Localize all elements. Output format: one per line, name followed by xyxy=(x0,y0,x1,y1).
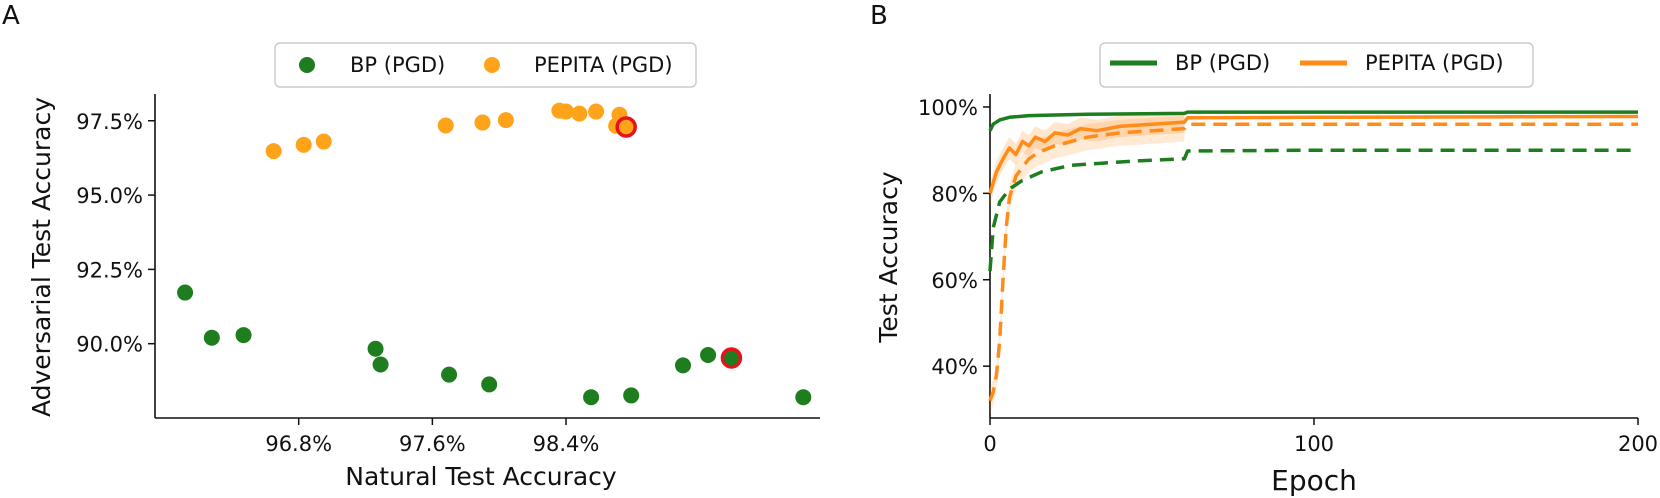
legend-b-label-bp: BP (PGD) xyxy=(1175,51,1270,75)
legend-b: BP (PGD) PEPITA (PGD) xyxy=(1099,42,1534,88)
pepita-point xyxy=(558,103,575,120)
legend-a-marker-pepita xyxy=(484,57,500,73)
bp-point xyxy=(583,389,600,406)
y-ticks-a: 90.0% 92.5% 95.0% 97.5% xyxy=(76,110,155,357)
y-tick-label-b: 80% xyxy=(931,182,978,206)
y-tick-label-a: 97.5% xyxy=(76,110,143,134)
y-tick-label-b: 60% xyxy=(931,269,978,293)
x-tick-label-b: 0 xyxy=(983,432,996,456)
pepita-point xyxy=(437,117,454,134)
pepita-natural-line xyxy=(988,114,1639,194)
bp-highlighted-point xyxy=(720,347,743,369)
panel-b: B BP (PGD) PEPITA (PGD) 0 100 200 40% 60% 80… xyxy=(870,1,1658,497)
legend-a-label-pepita: PEPITA (PGD) xyxy=(534,53,673,77)
x-ticks-a: 96.8% 97.6% 98.4% xyxy=(265,418,599,456)
axes-a xyxy=(154,94,820,419)
legend-a-marker-bp xyxy=(299,57,315,73)
legend-a: BP (PGD) PEPITA (PGD) xyxy=(274,42,697,88)
bp-point xyxy=(203,329,220,346)
pepita-adversarial-band xyxy=(990,115,1185,414)
pepita-point xyxy=(497,112,514,129)
pepita-point xyxy=(571,105,588,122)
pepita-highlighted-point xyxy=(615,116,637,138)
pepita-point xyxy=(474,114,491,131)
bands-b xyxy=(990,111,1185,414)
panel-a: A BP (PGD) PEPITA (PGD) 96.8% 97.6% 98.4% … xyxy=(2,1,820,491)
y-tick-label-a: 90.0% xyxy=(76,333,143,357)
legend-a-label-bp: BP (PGD) xyxy=(350,53,445,77)
pepita-point xyxy=(295,136,312,153)
pepita-point xyxy=(588,103,605,120)
bp-point xyxy=(700,346,717,363)
y-axis-label-a: Adversarial Test Accuracy xyxy=(27,97,56,417)
bp-adversarial-line xyxy=(988,148,1638,272)
x-tick-label-a: 96.8% xyxy=(265,432,332,456)
bp-point xyxy=(623,387,640,404)
pepita-natural-band xyxy=(990,111,1185,205)
lines-b xyxy=(988,110,1639,402)
bp-point xyxy=(177,284,194,301)
bp-point xyxy=(235,327,252,344)
bp-point xyxy=(481,376,498,393)
pepita-point xyxy=(265,143,282,160)
bp-point xyxy=(795,389,812,406)
y-tick-label-b: 40% xyxy=(931,355,978,379)
x-tick-label-a: 97.6% xyxy=(399,432,466,456)
x-tick-label-b: 100 xyxy=(1294,432,1334,456)
y-tick-label-b: 100% xyxy=(918,96,978,120)
bp-point xyxy=(367,340,384,357)
legend-b-label-pepita: PEPITA (PGD) xyxy=(1365,51,1504,75)
pepita-adversarial-line xyxy=(988,122,1638,402)
bp-point xyxy=(441,366,458,383)
bp-point xyxy=(372,356,389,373)
x-axis-label-a: Natural Test Accuracy xyxy=(345,462,617,491)
x-tick-label-b: 200 xyxy=(1618,432,1658,456)
pepita-point xyxy=(315,133,332,150)
panel-a-letter: A xyxy=(2,1,20,31)
x-ticks-b: 0 100 200 xyxy=(983,418,1658,456)
points-a xyxy=(177,102,812,406)
x-axis-label-b: Epoch xyxy=(1271,464,1357,497)
y-tick-label-a: 95.0% xyxy=(76,184,143,208)
x-tick-label-a: 98.4% xyxy=(533,432,600,456)
y-tick-label-a: 92.5% xyxy=(76,258,143,282)
y-ticks-b: 40% 60% 80% 100% xyxy=(918,96,990,379)
y-axis-label-b: Test Accuracy xyxy=(874,171,903,344)
bp-natural-line xyxy=(988,110,1638,132)
panel-b-letter: B xyxy=(870,1,888,31)
bp-point xyxy=(674,357,691,374)
